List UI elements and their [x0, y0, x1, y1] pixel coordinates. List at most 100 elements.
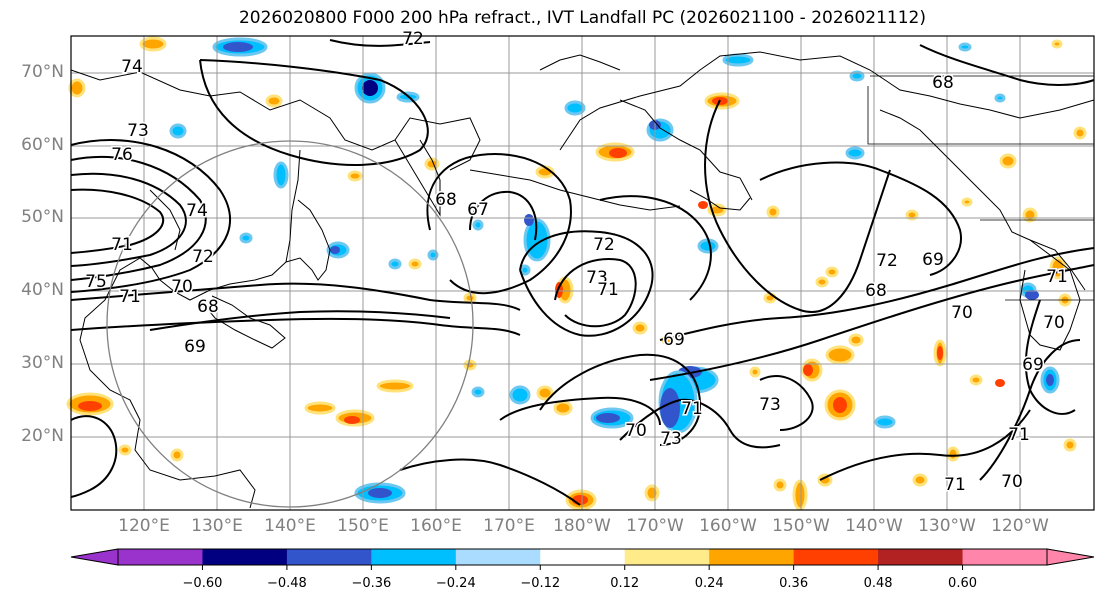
- border-line: [867, 86, 1094, 145]
- contour-label: 72: [402, 29, 424, 49]
- colorbar-cell: [624, 549, 710, 565]
- colorbar-tick-label: −0.12: [520, 576, 561, 591]
- shaded-region: [792, 479, 808, 511]
- lon-label: 120°W: [991, 516, 1049, 536]
- ivt-contour: [399, 458, 581, 506]
- coastline: [469, 169, 681, 211]
- shaded-region: [118, 444, 132, 456]
- contour-label: 70: [625, 421, 647, 441]
- lon-label: 170°E: [483, 516, 535, 536]
- coastlines: [70, 51, 1095, 509]
- lon-label: 130°E: [191, 516, 243, 536]
- contour-label: 68: [865, 281, 887, 301]
- shaded-region: [509, 385, 531, 405]
- contour-label: 71: [1046, 267, 1068, 287]
- ivt-contour: [704, 99, 891, 313]
- shaded-region: [223, 42, 253, 52]
- contour-label: 70: [951, 303, 973, 323]
- shaded-region: [999, 153, 1017, 169]
- colorbar-cell: [286, 549, 372, 565]
- contour-label: 70: [1043, 313, 1065, 333]
- shaded-region: [937, 346, 943, 360]
- shaded-region: [427, 249, 439, 261]
- shaded-region: [1063, 438, 1077, 452]
- shaded-region: [698, 201, 708, 209]
- contour-label: 68: [435, 190, 457, 210]
- coastline: [539, 54, 621, 71]
- ivt-contour: [1024, 299, 1076, 415]
- ivt-contour: [426, 153, 572, 295]
- shaded-region: [347, 170, 363, 182]
- ivt-contour: [539, 353, 702, 446]
- shaded-region: [969, 374, 983, 386]
- shaded-region: [946, 446, 960, 462]
- ivt-contour: [819, 409, 1031, 481]
- lon-label: 150°W: [772, 516, 830, 536]
- contour-label: 71: [681, 399, 703, 419]
- ivt-contour: [619, 398, 781, 449]
- colorbar-tick-label: 0.60: [948, 576, 977, 591]
- colorbar-tick-label: 0.12: [610, 576, 640, 591]
- contour-label: 70: [171, 277, 193, 297]
- coastline: [1019, 239, 1081, 351]
- colorbar-tick-label: −0.24: [435, 576, 476, 591]
- refractivity-shading: [66, 36, 1087, 511]
- colorbar-tick-label: 0.48: [863, 576, 893, 591]
- ivt-contour: [519, 230, 654, 337]
- contour-label: 73: [127, 121, 149, 141]
- colorbar-extend-low: [70, 548, 119, 566]
- shaded-region: [825, 345, 855, 365]
- lon-label: 160°E: [410, 516, 462, 536]
- lat-label: 50°N: [21, 207, 64, 227]
- shaded-region: [1073, 126, 1087, 140]
- colorbar-frame: [117, 548, 1048, 566]
- shaded-region: [833, 397, 847, 413]
- shaded-region: [139, 36, 167, 52]
- coastline: [79, 149, 301, 509]
- shaded-region: [170, 448, 184, 462]
- shaded-region: [68, 78, 86, 98]
- contour-label: 69: [922, 250, 944, 270]
- shaded-region: [330, 246, 340, 254]
- colorbar-cell: [878, 549, 964, 565]
- shaded-region: [344, 416, 360, 424]
- colorbar-cell: [118, 549, 203, 565]
- lat-label: 60°N: [21, 135, 64, 155]
- contour-label: 68: [932, 73, 954, 93]
- lat-label: 70°N: [21, 62, 64, 82]
- lon-label: 120°E: [118, 516, 170, 536]
- shaded-region: [273, 161, 289, 189]
- contour-label: 69: [184, 337, 206, 357]
- ivt-contour: [649, 264, 1095, 381]
- colorbar-cell: [455, 549, 541, 565]
- ivt-contour: [70, 282, 521, 311]
- contour-label: 70: [1001, 472, 1023, 492]
- ivt-contour: [149, 310, 451, 331]
- colorbar-tick-label: −0.36: [351, 576, 392, 591]
- shaded-region: [912, 473, 928, 487]
- ivt-contour: [199, 59, 429, 166]
- contour-label: 71: [597, 280, 619, 300]
- contour-label: 74: [121, 57, 143, 77]
- ivt-contour: [554, 258, 637, 328]
- lon-label: 160°W: [699, 516, 757, 536]
- landfall-radius-circle: [106, 140, 474, 508]
- shaded-region: [408, 258, 422, 270]
- lat-label: 30°N: [21, 353, 64, 373]
- coastline: [149, 189, 181, 251]
- ivt-contour: [70, 317, 521, 336]
- shaded-region: [817, 473, 833, 487]
- contour-label: 67: [467, 200, 489, 220]
- shaded-region: [265, 94, 283, 108]
- shaded-region: [905, 209, 919, 221]
- colorbar-tick-label: −0.60: [182, 576, 223, 591]
- contour-label: 73: [660, 429, 682, 449]
- contour-label: 69: [1022, 355, 1044, 375]
- border-line: [870, 75, 1094, 301]
- coastline: [394, 139, 441, 217]
- shaded-region: [961, 197, 973, 207]
- colorbar-tick-label: 0.24: [694, 576, 724, 591]
- colorbar-tick-label: −0.48: [266, 576, 307, 591]
- contour-label: 72: [876, 251, 898, 271]
